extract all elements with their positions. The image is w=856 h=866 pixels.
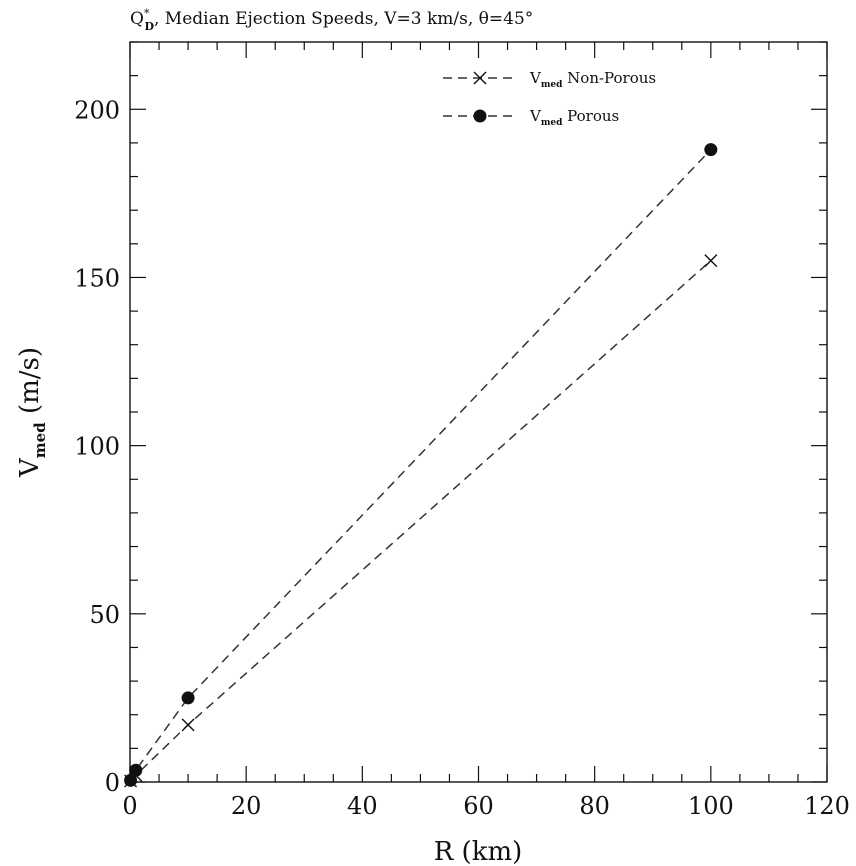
- x-tick-label: 0: [122, 792, 137, 820]
- y-axis-title: Vmed (m/s): [15, 347, 49, 478]
- y-tick-label: 0: [105, 769, 120, 797]
- series-2: [124, 143, 718, 787]
- chart-title-q-sub: D: [144, 20, 154, 33]
- x-tick-label: 40: [347, 792, 378, 820]
- y-tick-label: 100: [74, 433, 120, 461]
- data-point: [704, 143, 718, 157]
- legend-label: Vmed Non-Porous: [529, 69, 656, 90]
- axis-tick-labels: 0 20 40 60 80 100 120 0 50 100 150 200: [74, 96, 850, 820]
- x-axis-title: R (km): [434, 837, 523, 866]
- series-line: [129, 149, 712, 781]
- y-axis-title-sub: med: [31, 422, 49, 458]
- chart-title-rest: , Median Ejection Speeds, V=3 km/s, θ=45…: [154, 9, 533, 29]
- legend-item-1: Vmed Non-Porous: [443, 69, 656, 90]
- x-tick-label: 60: [463, 792, 494, 820]
- y-tick-label: 50: [89, 601, 120, 629]
- data-point: [704, 254, 718, 268]
- series-group: [124, 143, 718, 788]
- legend: Vmed Non-Porous Vmed Porous: [443, 69, 656, 128]
- legend-label: Vmed Porous: [529, 107, 619, 128]
- y-axis-title-rest: (m/s): [15, 347, 45, 422]
- chart-title-q-sup: *: [144, 7, 150, 20]
- y-tick-label: 150: [74, 264, 120, 292]
- plot-frame: [129, 41, 828, 783]
- legend-item-2: Vmed Porous: [443, 107, 619, 128]
- data-point: [129, 763, 143, 777]
- data-point: [181, 718, 195, 732]
- series-line: [130, 260, 712, 782]
- data-point: [124, 773, 138, 787]
- chart-title-q: Q: [130, 9, 144, 29]
- x-tick-label: 20: [231, 792, 262, 820]
- series-1: [124, 254, 718, 788]
- x-tick-label: 120: [804, 792, 850, 820]
- chart-title: Q* D, Median Ejection Speeds, V=3 km/s, θ…: [130, 7, 533, 33]
- data-point: [181, 691, 195, 705]
- legend-marker: [473, 109, 487, 123]
- y-axis-title-main: V: [15, 457, 45, 478]
- legend-marker: [473, 71, 487, 85]
- x-tick-label: 80: [579, 792, 610, 820]
- x-tick-label: 100: [688, 792, 734, 820]
- axis-ticks: [129, 41, 828, 783]
- y-tick-label: 200: [74, 96, 120, 124]
